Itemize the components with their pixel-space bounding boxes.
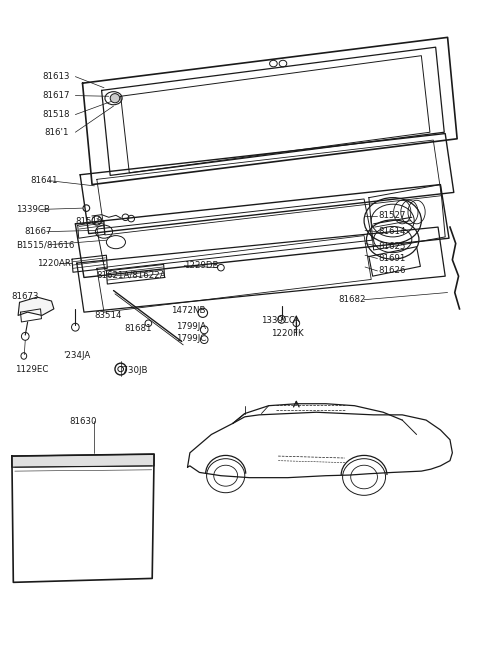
Text: 81518: 81518 (42, 110, 70, 119)
Text: 81527: 81527 (378, 212, 406, 221)
Text: 83514: 83514 (95, 311, 122, 320)
Text: 1472NB: 1472NB (171, 306, 205, 315)
Ellipse shape (110, 94, 120, 102)
Text: 81621A/81622A: 81621A/81622A (97, 270, 167, 279)
Text: 81691: 81691 (378, 254, 406, 263)
Text: 81630: 81630 (69, 417, 96, 426)
Text: 816'1: 816'1 (44, 127, 69, 137)
Text: 81626: 81626 (378, 267, 406, 275)
Text: 81613: 81613 (42, 72, 70, 81)
Text: 81614: 81614 (378, 227, 406, 236)
Text: 1339CB: 1339CB (16, 205, 49, 214)
Text: 81667: 81667 (24, 227, 52, 236)
Text: 1799JA: 1799JA (176, 322, 205, 331)
Text: 1339CC: 1339CC (261, 316, 294, 325)
Text: 81681: 81681 (124, 324, 152, 333)
Text: 1220AR: 1220AR (37, 259, 71, 267)
Text: 81641: 81641 (30, 176, 58, 185)
Text: '730JB: '730JB (120, 366, 147, 375)
Text: 81519: 81519 (75, 217, 103, 226)
Text: '234JA: '234JA (63, 351, 91, 361)
Text: 1220FK: 1220FK (271, 329, 304, 338)
Text: B1515/81616: B1515/81616 (16, 240, 74, 249)
Polygon shape (18, 297, 54, 315)
Text: 81682: 81682 (338, 295, 366, 304)
Text: 1229DB: 1229DB (184, 261, 219, 270)
Text: 1799JC: 1799JC (176, 334, 206, 344)
Polygon shape (12, 454, 154, 467)
Text: 1129EC: 1129EC (15, 365, 48, 374)
Text: 81625: 81625 (378, 242, 406, 250)
Text: 81617: 81617 (42, 91, 70, 100)
Text: 81673: 81673 (11, 292, 38, 301)
